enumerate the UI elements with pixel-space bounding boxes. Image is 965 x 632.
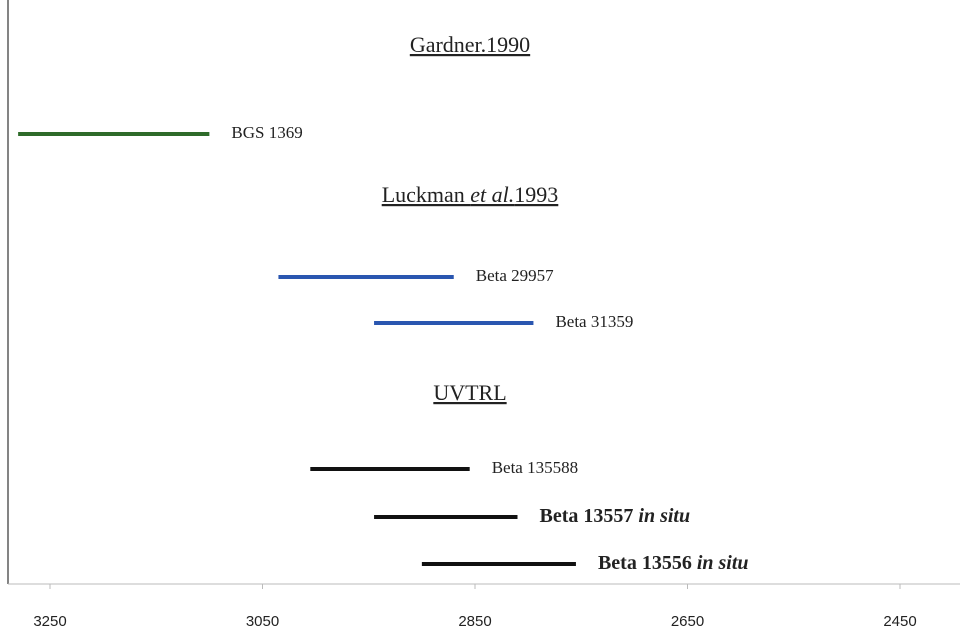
- bar-label: Beta 135588: [492, 458, 578, 477]
- text-part: Luckman: [382, 182, 471, 207]
- text-part: in situ: [638, 505, 690, 527]
- text-part: Beta 31359: [555, 312, 633, 331]
- text-part: Gardner.1990: [410, 32, 530, 57]
- text-part: in situ: [697, 552, 749, 574]
- group-title: UVTRL: [433, 380, 506, 405]
- bar-label: BGS 1369: [231, 123, 302, 142]
- text-part: Beta 13557: [540, 505, 639, 527]
- group-title: Gardner.1990: [410, 32, 530, 57]
- x-tick-label: 2850: [458, 613, 491, 630]
- text-part: UVTRL: [433, 380, 506, 405]
- text-part: Beta 29957: [476, 266, 554, 285]
- text-part: Beta 135588: [492, 458, 578, 477]
- bar-label: Beta 13557 in situ: [540, 505, 691, 527]
- x-tick-label: 2650: [671, 613, 704, 630]
- group-title: Luckman et al.1993: [382, 182, 559, 207]
- x-tick-label: 3050: [246, 613, 279, 630]
- x-tick-label: 2450: [883, 613, 916, 630]
- text-part: Beta 13556: [598, 552, 697, 574]
- x-tick-label: 3250: [33, 613, 66, 630]
- text-part: et al.: [470, 182, 514, 207]
- bar-label: Beta 31359: [555, 312, 633, 331]
- bar-label: Beta 29957: [476, 266, 554, 285]
- text-part: 1993: [514, 182, 558, 207]
- bar-label: Beta 13556 in situ: [598, 552, 749, 574]
- text-part: BGS 1369: [231, 123, 302, 142]
